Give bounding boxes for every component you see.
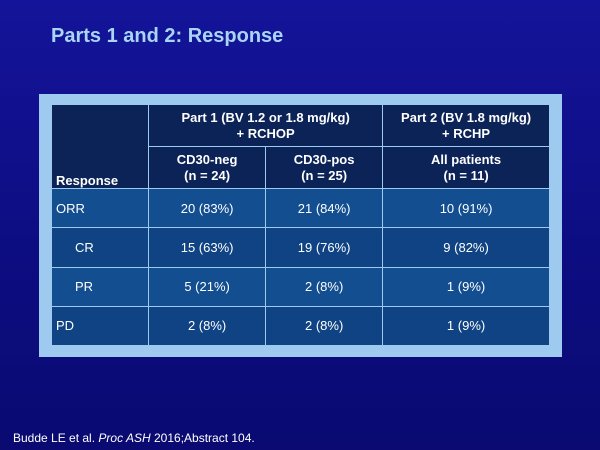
cd30-neg-header: CD30-neg (n = 24) xyxy=(148,146,267,189)
cd30-neg-label: CD30-neg xyxy=(176,151,238,167)
all-patients-count: (n = 11) xyxy=(443,167,489,183)
table-row-cr: CR 15 (63%) 19 (76%) 9 (82%) xyxy=(50,227,550,268)
cell-pr-cd30-pos: 2 (8%) xyxy=(265,266,384,307)
part2-group-header: Part 2 (BV 1.8 mg/kg) + RCHP xyxy=(382,104,550,147)
cell-pd-cd30-pos: 2 (8%) xyxy=(265,305,384,347)
all-patients-header: All patients (n = 11) xyxy=(382,146,550,189)
cell-cr-all-patients: 9 (82%) xyxy=(382,227,550,268)
cd30-pos-count: (n = 25) xyxy=(301,167,348,183)
citation-journal: Proc ASH xyxy=(98,431,151,445)
response-column-header: Response xyxy=(50,104,150,189)
citation-footer: Budde LE et al. Proc ASH 2016;Abstract 1… xyxy=(13,431,255,445)
table-row-pd: PD 2 (8%) 2 (8%) 1 (9%) xyxy=(50,305,550,347)
row-label-pr: PR xyxy=(50,266,150,307)
part2-header-line1: Part 2 (BV 1.8 mg/kg) xyxy=(401,109,532,125)
cell-pr-cd30-neg: 5 (21%) xyxy=(148,266,267,307)
cd30-pos-label: CD30-pos xyxy=(293,151,355,167)
part1-group-header: Part 1 (BV 1.2 or 1.8 mg/kg) + RCHOP xyxy=(148,104,384,147)
part1-header-line2: + RCHOP xyxy=(236,125,295,141)
cell-pr-all-patients: 1 (9%) xyxy=(382,266,550,307)
all-patients-label: All patients xyxy=(431,151,502,167)
response-table-frame: Response Part 1 (BV 1.2 or 1.8 mg/kg) + … xyxy=(39,94,562,357)
part2-header-line2: + RCHP xyxy=(442,125,491,141)
citation-authors: Budde LE et al. xyxy=(13,431,96,445)
table-row-pr: PR 5 (21%) 2 (8%) 1 (9%) xyxy=(50,266,550,307)
cell-pd-cd30-neg: 2 (8%) xyxy=(148,305,267,347)
cd30-neg-count: (n = 24) xyxy=(184,167,231,183)
row-label-cr: CR xyxy=(50,227,150,268)
response-table: Response Part 1 (BV 1.2 or 1.8 mg/kg) + … xyxy=(50,104,550,347)
cd30-pos-header: CD30-pos (n = 25) xyxy=(265,146,384,189)
table-row-orr: ORR 20 (83%) 21 (84%) 10 (91%) xyxy=(50,187,550,229)
cell-orr-cd30-neg: 20 (83%) xyxy=(148,187,267,229)
part1-header-line1: Part 1 (BV 1.2 or 1.8 mg/kg) xyxy=(181,109,350,125)
cell-orr-cd30-pos: 21 (84%) xyxy=(265,187,384,229)
cell-pd-all-patients: 1 (9%) xyxy=(382,305,550,347)
row-label-orr: ORR xyxy=(50,187,150,229)
citation-details: 2016;Abstract 104. xyxy=(154,431,255,445)
cell-cr-cd30-neg: 15 (63%) xyxy=(148,227,267,268)
cell-cr-cd30-pos: 19 (76%) xyxy=(265,227,384,268)
row-label-pd: PD xyxy=(50,305,150,347)
slide-title: Parts 1 and 2: Response xyxy=(51,25,284,47)
cell-orr-all-patients: 10 (91%) xyxy=(382,187,550,229)
